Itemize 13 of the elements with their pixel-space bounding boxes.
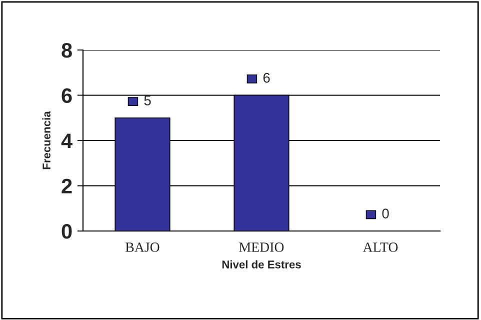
y-tick-label: 6	[62, 88, 72, 104]
x-axis-title: Nivel de Estres	[222, 260, 301, 268]
data-label: 5	[144, 96, 151, 106]
y-axis-title: Frecuencia	[42, 111, 50, 170]
x-tick-label: MEDIO	[239, 242, 284, 252]
y-tick-label: 0	[62, 224, 72, 239]
x-tick-label: ALTO	[362, 242, 398, 252]
x-tick-label: BAJO	[126, 242, 160, 252]
y-tick-label: 2	[62, 178, 72, 194]
y-tick-label: 4	[61, 134, 72, 148]
data-label: 0	[382, 208, 389, 218]
data-label: 6	[263, 72, 270, 83]
y-tick-label: 8	[62, 43, 72, 58]
